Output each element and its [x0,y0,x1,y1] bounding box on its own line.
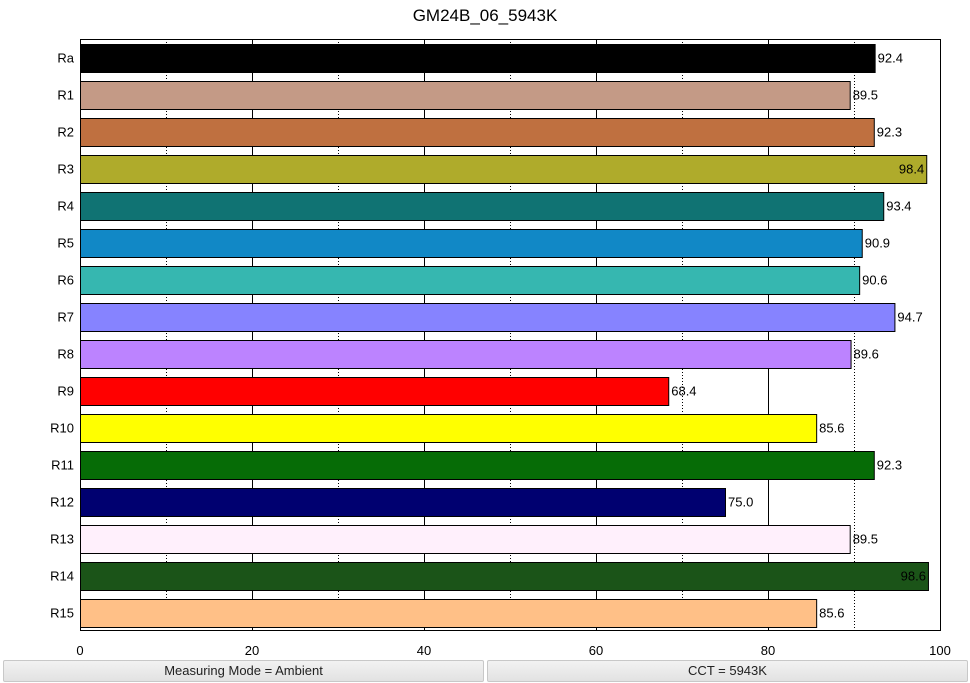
bar-r5 [80,229,863,258]
category-label: R8 [57,347,74,362]
category-label: R9 [57,384,74,399]
value-label: 92.3 [877,458,902,473]
category-label: R7 [57,310,74,325]
category-label: R13 [50,532,74,547]
category-label: R15 [50,606,74,621]
bar-r10 [80,414,818,443]
value-label: 85.6 [819,421,844,436]
value-label: 89.6 [854,347,879,362]
value-label: 89.5 [853,532,878,547]
value-label: 89.5 [853,88,878,103]
category-label: R14 [50,569,74,584]
value-label: 98.6 [901,569,926,584]
x-tick-label: 40 [417,643,431,658]
x-tick-label: 80 [761,643,775,658]
value-label: 94.7 [897,310,922,325]
bar-r4 [80,192,885,221]
category-label: R12 [50,495,74,510]
x-tick-label: 60 [589,643,603,658]
value-label: 93.4 [886,199,911,214]
value-label: 92.3 [877,125,902,140]
bar-chart: Ra 92.4 R1 89.5 R2 92.3 R3 98.4 R4 93.4 R5 90.9 R6 90… [50,39,951,658]
category-label: R3 [57,162,74,177]
x-tick-label: 20 [245,643,259,658]
value-label: 90.9 [865,236,890,251]
category-label: R4 [57,199,74,214]
value-label: 92.4 [878,51,903,66]
x-tick-label: 0 [76,643,83,658]
x-tick-label: 100 [929,643,951,658]
category-label: R1 [57,88,74,103]
value-label: 90.6 [862,273,887,288]
bar-r2 [80,118,875,147]
value-label: 85.6 [819,606,844,621]
bar-r12 [80,488,726,517]
bar-r15 [80,599,818,628]
category-label: R5 [57,236,74,251]
value-label: 75.0 [728,495,753,510]
bar-ra [80,44,876,73]
value-label: 68.4 [671,384,696,399]
chart-title: GM24B_06_5943K [412,6,558,25]
category-label: R11 [51,458,74,473]
bar-r9 [80,377,670,406]
bar-r7 [80,303,896,332]
category-label: Ra [57,51,74,66]
bar-r13 [80,525,851,554]
category-label: R6 [57,273,74,288]
category-label: R2 [57,125,74,140]
bar-r1 [80,81,851,110]
bar-r11 [80,451,875,480]
measuring-mode-status: Measuring Mode = Ambient [3,660,484,682]
bar-r6 [80,266,861,295]
bar-r8 [80,340,852,369]
cct-status: CCT = 5943K [487,660,968,682]
bar-r14 [80,562,929,591]
status-bar: Measuring Mode = Ambient CCT = 5943K [0,659,970,683]
bar-r3 [80,155,928,184]
value-label: 98.4 [899,162,924,177]
category-label: R10 [50,421,74,436]
